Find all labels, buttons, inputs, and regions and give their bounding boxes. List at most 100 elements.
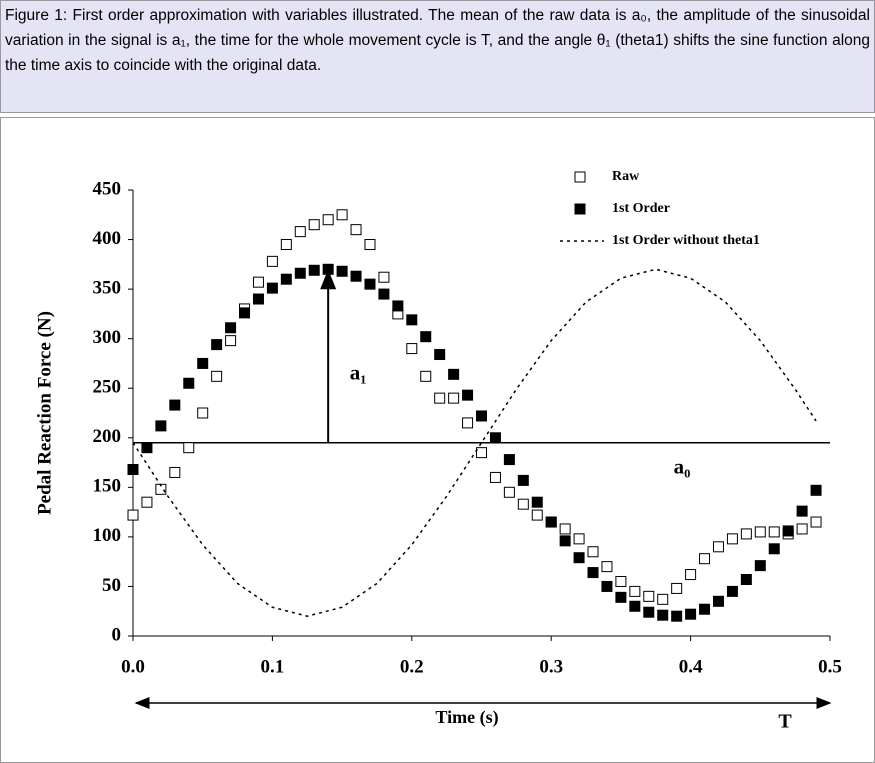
data-point: [294, 267, 306, 279]
data-point: [615, 591, 627, 603]
data-point: [545, 516, 557, 528]
data-point: [615, 575, 627, 587]
data-point: [782, 525, 794, 537]
data-point: [726, 585, 738, 597]
y-tick-label: 150: [93, 476, 122, 497]
data-point: [476, 410, 487, 422]
y-tick-label: 50: [102, 575, 121, 596]
data-point: [489, 471, 501, 483]
data-point: [643, 590, 655, 602]
data-point: [448, 368, 460, 380]
x-tick-label: 0.2: [400, 656, 424, 677]
data-point: [810, 484, 822, 496]
data-point: [169, 399, 181, 411]
data-point: [280, 273, 292, 285]
data-point: [420, 370, 432, 382]
data-point: [141, 496, 153, 508]
data-point: [252, 276, 264, 288]
data-point: [712, 595, 724, 607]
data-point: [155, 420, 167, 432]
data-point: [531, 509, 543, 521]
data-point: [699, 553, 711, 565]
data-point: [406, 314, 418, 326]
data-point: [378, 271, 390, 283]
y-tick-label: 350: [93, 277, 122, 298]
data-point: [657, 609, 669, 621]
data-point: [197, 357, 209, 369]
data-point: [448, 392, 460, 404]
data-point: [336, 209, 348, 221]
amplitude-label: a₁: [350, 361, 367, 385]
data-point: [434, 349, 446, 361]
data-point: [503, 454, 515, 466]
data-point: [420, 331, 432, 343]
data-point: [503, 486, 515, 498]
data-point: [127, 463, 139, 475]
data-point: [406, 343, 418, 355]
data-point: [336, 265, 348, 277]
data-point: [462, 389, 474, 401]
data-point: [587, 546, 599, 558]
x-axis-label: Time (s): [435, 707, 498, 728]
data-point: [266, 282, 278, 294]
data-point: [225, 335, 237, 347]
data-point: [350, 270, 362, 282]
data-point: [294, 226, 306, 238]
data-point: [239, 307, 251, 319]
data-point: [322, 214, 334, 226]
data-point: [740, 574, 752, 586]
x-tick-label: 0.0: [121, 656, 145, 677]
series-line: [132, 268, 817, 617]
data-point: [280, 239, 292, 251]
data-point: [629, 585, 641, 597]
y-tick-label: 0: [112, 624, 122, 645]
data-point: [601, 561, 613, 573]
data-point: [768, 543, 780, 555]
data-point: [657, 593, 669, 605]
data-point: [517, 498, 529, 510]
data-point: [141, 442, 153, 454]
chart-frame: [0, 117, 875, 763]
x-tick-label: 0.1: [261, 656, 285, 677]
data-point: [559, 535, 571, 547]
data-point: [796, 505, 808, 517]
y-tick-label: 250: [93, 377, 122, 398]
data-point: [364, 239, 376, 251]
y-tick-label: 200: [93, 426, 122, 447]
data-point: [768, 526, 780, 538]
data-point: [211, 370, 223, 382]
legend-label: 1st Order: [612, 201, 670, 216]
data-point: [127, 509, 139, 521]
data-point: [559, 523, 571, 535]
x-tick-label: 0.3: [539, 656, 563, 677]
data-point: [308, 219, 320, 231]
data-point: [489, 432, 501, 444]
data-point: [169, 466, 181, 478]
data-point: [378, 288, 390, 300]
y-axis-label: Pedal Reaction Force (N): [34, 311, 55, 515]
data-point: [796, 523, 808, 535]
legend-label: Raw: [612, 169, 640, 184]
y-tick-label: 450: [93, 178, 122, 199]
data-point: [252, 293, 264, 305]
data-point: [587, 567, 599, 579]
x-tick-label: 0.4: [679, 656, 703, 677]
caption: Figure 1: First order approximation with…: [0, 0, 875, 113]
data-point: [183, 442, 195, 454]
legend-swatch: [574, 203, 586, 215]
data-point: [197, 407, 209, 419]
data-point: [643, 606, 655, 618]
data-point: [754, 526, 766, 538]
period-label: T: [778, 711, 792, 733]
y-tick-label: 400: [93, 228, 122, 249]
data-point: [322, 263, 334, 275]
chart: 0 50 100 150 200 250 300 350 400 450 0.0 0.1 0.2 0.3 0…: [0, 117, 875, 763]
data-point: [364, 278, 376, 290]
data-point: [629, 600, 641, 612]
data-point: [699, 603, 711, 615]
mean-label: a₀: [674, 455, 691, 479]
data-point: [712, 541, 724, 553]
data-point: [601, 580, 613, 592]
data-point: [517, 474, 529, 486]
